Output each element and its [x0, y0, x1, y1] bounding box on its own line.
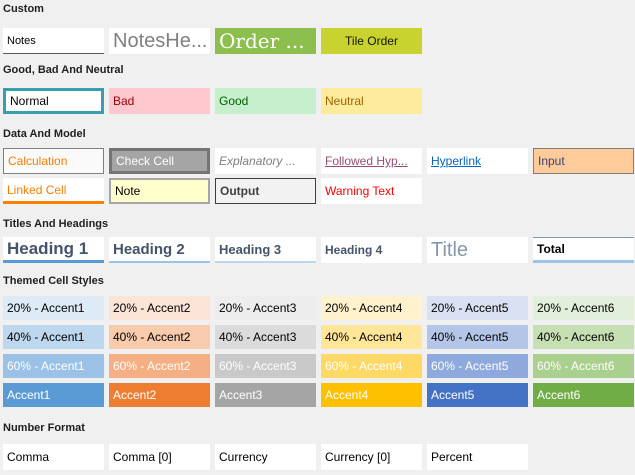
- style-tile-title[interactable]: Title: [427, 237, 528, 263]
- section-label-themed-cell-styles: Themed Cell Styles: [3, 275, 104, 287]
- style-tile-input[interactable]: Input: [533, 148, 634, 174]
- style-tile-40-accent1[interactable]: 40% - Accent1: [3, 325, 104, 349]
- style-tile-20-accent5[interactable]: 20% - Accent5: [427, 296, 528, 320]
- style-tile-hyperlink[interactable]: Hyperlink: [427, 148, 528, 174]
- style-tile-heading-4[interactable]: Heading 4: [321, 237, 422, 263]
- style-tile-60-accent1[interactable]: 60% - Accent1: [3, 354, 104, 378]
- style-tile-bad[interactable]: Bad: [109, 88, 210, 114]
- style-tile-20-accent3[interactable]: 20% - Accent3: [215, 296, 316, 320]
- style-row: Notes NotesHe... Order ... Tile Order: [3, 28, 635, 54]
- section-label-number-format: Number Format: [3, 422, 85, 434]
- section-label-good-bad-and-neutral: Good, Bad And Neutral: [3, 64, 124, 76]
- style-tile-order[interactable]: Order ...: [215, 28, 316, 54]
- style-row: Linked Cell Note Output Warning Text: [3, 178, 635, 204]
- style-tile-accent6[interactable]: Accent6: [533, 383, 634, 407]
- section-label-data-and-model: Data And Model: [3, 128, 86, 140]
- style-tile-followed-hyp[interactable]: Followed Hyp...: [321, 148, 422, 174]
- style-row: 60% - Accent1 60% - Accent2 60% - Accent3 6…: [3, 354, 635, 378]
- style-tile-normal[interactable]: Normal: [3, 88, 104, 114]
- section-themed-cell-styles: Themed Cell Styles 20% - Accent1 20% - Acc…: [3, 275, 635, 407]
- style-tile-40-accent3[interactable]: 40% - Accent3: [215, 325, 316, 349]
- style-tile-20-accent1[interactable]: 20% - Accent1: [3, 296, 104, 320]
- section-label-titles-and-headings: Titles And Headings: [3, 218, 109, 230]
- style-tile-40-accent6[interactable]: 40% - Accent6: [533, 325, 634, 349]
- style-tile-60-accent6[interactable]: 60% - Accent6: [533, 354, 634, 378]
- section-number-format: Number Format Comma Comma [0] Currency Curre…: [3, 422, 635, 470]
- style-tile-linked-cell[interactable]: Linked Cell: [3, 178, 104, 204]
- style-tile-comma[interactable]: Comma: [3, 444, 104, 470]
- style-tile-60-accent3[interactable]: 60% - Accent3: [215, 354, 316, 378]
- style-tile-60-accent4[interactable]: 60% - Accent4: [321, 354, 422, 378]
- style-tile-calculation[interactable]: Calculation: [3, 148, 104, 174]
- style-tile-tile-order[interactable]: Tile Order: [321, 28, 422, 54]
- style-tile-check-cell[interactable]: Check Cell: [109, 148, 210, 174]
- style-tile-accent2[interactable]: Accent2: [109, 383, 210, 407]
- style-tile-60-accent5[interactable]: 60% - Accent5: [427, 354, 528, 378]
- style-tile-good[interactable]: Good: [215, 88, 316, 114]
- style-row: Normal Bad Good Neutral: [3, 88, 635, 114]
- style-tile-explanatory[interactable]: Explanatory ...: [215, 148, 316, 174]
- style-tile-comma-0[interactable]: Comma [0]: [109, 444, 210, 470]
- style-tile-currency-0[interactable]: Currency [0]: [321, 444, 422, 470]
- style-tile-accent4[interactable]: Accent4: [321, 383, 422, 407]
- style-tile-currency[interactable]: Currency: [215, 444, 316, 470]
- style-tile-warning-text[interactable]: Warning Text: [321, 178, 422, 204]
- style-row: Heading 1 Heading 2 Heading 3 Heading 4 Titl…: [3, 237, 635, 263]
- style-tile-20-accent6[interactable]: 20% - Accent6: [533, 296, 634, 320]
- style-tile-total[interactable]: Total: [533, 237, 634, 263]
- style-tile-heading-2[interactable]: Heading 2: [109, 237, 210, 263]
- style-tile-accent5[interactable]: Accent5: [427, 383, 528, 407]
- style-tile-20-accent4[interactable]: 20% - Accent4: [321, 296, 422, 320]
- style-row: 40% - Accent1 40% - Accent2 40% - Accent3 4…: [3, 325, 635, 349]
- style-tile-accent3[interactable]: Accent3: [215, 383, 316, 407]
- style-tile-40-accent4[interactable]: 40% - Accent4: [321, 325, 422, 349]
- style-tile-notes[interactable]: Notes: [3, 28, 104, 54]
- style-tile-neutral[interactable]: Neutral: [321, 88, 422, 114]
- section-titles-and-headings: Titles And Headings Heading 1 Heading 2 Hea…: [3, 218, 635, 263]
- style-tile-20-accent2[interactable]: 20% - Accent2: [109, 296, 210, 320]
- style-tile-40-accent5[interactable]: 40% - Accent5: [427, 325, 528, 349]
- style-tile-40-accent2[interactable]: 40% - Accent2: [109, 325, 210, 349]
- style-row: Comma Comma [0] Currency Currency [0] Percen…: [3, 444, 635, 470]
- style-tile-percent[interactable]: Percent: [427, 444, 528, 470]
- style-row: Calculation Check Cell Explanatory ... Foll…: [3, 148, 635, 174]
- section-good-bad-and-neutral: Good, Bad And Neutral Normal Bad Good Neutra…: [3, 64, 635, 114]
- style-tile-output[interactable]: Output: [215, 178, 316, 204]
- section-custom: Custom Notes NotesHe... Order ... Tile Order: [3, 3, 635, 54]
- section-data-and-model: Data And Model Calculation Check Cell Expla…: [3, 128, 635, 204]
- style-tile-noteshe[interactable]: NotesHe...: [109, 28, 210, 54]
- style-tile-note[interactable]: Note: [109, 178, 210, 204]
- section-label-custom: Custom: [3, 3, 44, 15]
- style-tile-heading-1[interactable]: Heading 1: [3, 237, 104, 263]
- style-tile-heading-3[interactable]: Heading 3: [215, 237, 316, 263]
- style-tile-60-accent2[interactable]: 60% - Accent2: [109, 354, 210, 378]
- style-tile-accent1[interactable]: Accent1: [3, 383, 104, 407]
- style-row: 20% - Accent1 20% - Accent2 20% - Accent3 2…: [3, 296, 635, 320]
- style-row: Accent1 Accent2 Accent3 Accent4 Accent5 Accen…: [3, 383, 635, 407]
